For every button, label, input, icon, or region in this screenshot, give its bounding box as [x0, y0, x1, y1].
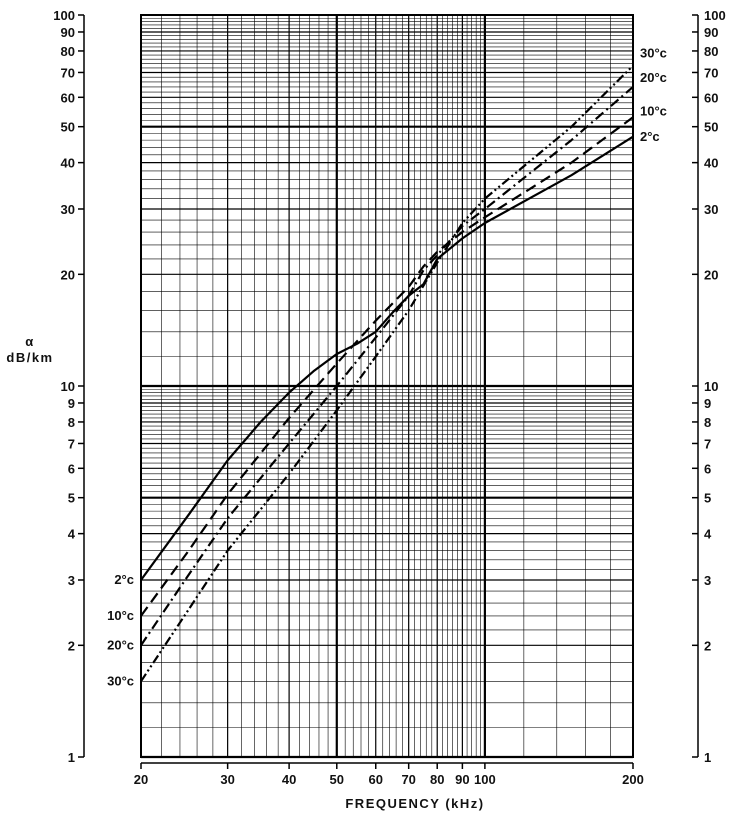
series-line-1	[140, 116, 634, 617]
series-line-3	[140, 64, 634, 682]
y-tick-label-left: 8	[68, 415, 75, 430]
y-tick-label-left: 80	[61, 44, 75, 59]
axes	[78, 14, 699, 769]
y-axis-title-line: α	[25, 334, 35, 349]
series-label-right-3: 30°c	[640, 46, 667, 61]
tick-labels: 1 1 2 2 3 3 4 4 5 5 6 6 7 7 8 8 9 9 10 10 20 20 30 30 40 40 50 50 60…	[53, 8, 725, 787]
y-tick-label-left: 50	[61, 120, 75, 135]
y-tick-label-right: 10	[704, 379, 718, 394]
y-tick-label-left: 70	[61, 65, 75, 80]
y-tick-label-right: 7	[704, 436, 711, 451]
series-lines	[140, 64, 634, 682]
y-tick-label-left: 90	[61, 25, 75, 40]
y-tick-label-right: 70	[704, 65, 718, 80]
y-axis-title-line: dB/km	[6, 350, 53, 365]
x-tick-label: 100	[474, 772, 496, 787]
y-tick-label-left: 60	[61, 90, 75, 105]
y-tick-label-right: 2	[704, 638, 711, 653]
y-tick-label-left: 5	[68, 491, 75, 506]
y-tick-label-left: 20	[61, 267, 75, 282]
x-axis-title: FREQUENCY (kHz)	[345, 796, 484, 811]
plot-frame	[140, 14, 634, 758]
series-label-left-2: 20°c	[107, 637, 134, 652]
series-label-right-0: 2°c	[640, 129, 660, 144]
y-tick-label-right: 60	[704, 90, 718, 105]
x-tick-label: 70	[401, 772, 415, 787]
y-tick-label-right: 3	[704, 573, 711, 588]
y-tick-label-right: 5	[704, 491, 711, 506]
y-tick-label-left: 3	[68, 573, 75, 588]
y-tick-label-right: 1	[704, 750, 711, 765]
y-axis-title: αdB/km	[6, 334, 53, 365]
series-labels: 2°c 10°c 20°c 30°c 30°c 20°c 10°c 2°c	[107, 46, 667, 689]
y-tick-label-right: 20	[704, 267, 718, 282]
series-line-2	[140, 86, 634, 646]
y-tick-label-right: 50	[704, 120, 718, 135]
y-tick-label-right: 4	[704, 527, 712, 542]
x-tick-label: 90	[455, 772, 469, 787]
y-tick-label-right: 8	[704, 415, 711, 430]
x-tick-label: 80	[430, 772, 444, 787]
y-tick-label-left: 2	[68, 638, 75, 653]
series-label-left-0: 2°c	[114, 572, 134, 587]
y-tick-label-right: 80	[704, 44, 718, 59]
grid	[140, 14, 634, 759]
series-label-left-1: 10°c	[107, 608, 134, 623]
y-tick-label-right: 6	[704, 461, 711, 476]
y-tick-label-right: 40	[704, 156, 718, 171]
y-tick-label-left: 9	[68, 396, 75, 411]
y-tick-label-left: 100	[53, 8, 75, 23]
series-label-left-3: 30°c	[107, 673, 134, 688]
x-tick-label: 50	[330, 772, 344, 787]
y-tick-label-left: 1	[68, 750, 75, 765]
y-tick-label-right: 9	[704, 396, 711, 411]
series-label-right-2: 20°c	[640, 70, 667, 85]
y-tick-label-left: 6	[68, 461, 75, 476]
y-tick-label-left: 40	[61, 156, 75, 171]
y-tick-label-left: 4	[68, 527, 76, 542]
y-tick-label-right: 90	[704, 25, 718, 40]
y-tick-label-right: 30	[704, 202, 718, 217]
x-tick-label: 40	[282, 772, 296, 787]
x-tick-label: 20	[134, 772, 148, 787]
y-tick-label-left: 7	[68, 436, 75, 451]
x-tick-label: 200	[622, 772, 644, 787]
y-tick-label-left: 30	[61, 202, 75, 217]
series-label-right-1: 10°c	[640, 103, 667, 118]
x-tick-label: 60	[369, 772, 383, 787]
x-tick-label: 30	[220, 772, 234, 787]
y-tick-label-right: 100	[704, 8, 726, 23]
series-line-0	[140, 135, 634, 581]
y-tick-label-left: 10	[61, 379, 75, 394]
